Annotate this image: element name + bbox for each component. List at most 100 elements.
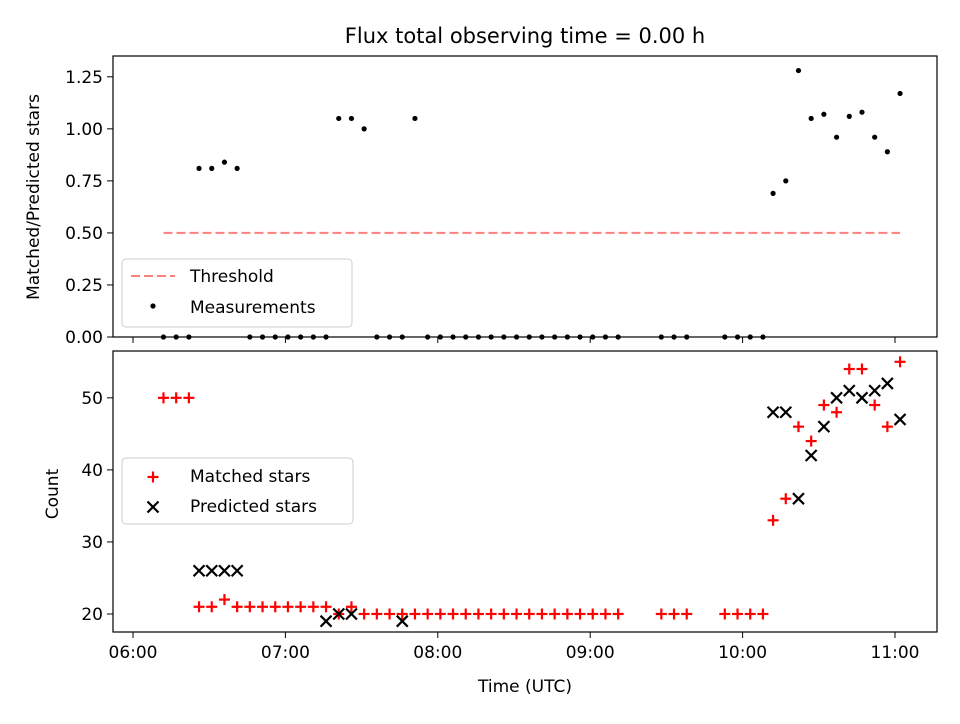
top-y-ticks: 0.00 0.25 0.50 0.75 1.00 1.25 — [65, 68, 113, 348]
legend-predicted-marker — [146, 500, 160, 514]
matched-star-point — [744, 608, 756, 620]
top-y-tick-label: 0.75 — [65, 172, 103, 192]
matched-star-point — [599, 608, 611, 620]
matched-star-point — [587, 608, 599, 620]
bottom-y-tick-label: 20 — [81, 605, 103, 625]
measurement-point — [234, 165, 240, 171]
predicted-star-point — [205, 564, 219, 578]
bottom-y-tick-label: 30 — [81, 533, 103, 553]
matched-star-point — [612, 608, 624, 620]
matched-star-point — [282, 601, 294, 613]
measurement-point — [221, 159, 228, 165]
measurement-point — [808, 115, 814, 122]
matched-star-point — [460, 608, 472, 620]
matched-star-point — [719, 608, 731, 620]
matched-stars-points — [157, 356, 906, 620]
matched-star-point — [206, 601, 218, 613]
matched-star-point — [231, 601, 243, 613]
measurement-point — [770, 190, 776, 196]
predicted-star-point — [881, 377, 894, 390]
predicted-star-point — [319, 614, 333, 628]
matched-star-point — [536, 608, 548, 620]
measurement-point — [859, 109, 865, 115]
top-y-tick-label: 1.25 — [65, 68, 103, 88]
measurement-point — [833, 134, 840, 140]
bottom-x-ticks: 06:00 07:00 08:00 09:00 10:00 11:00 — [109, 632, 920, 663]
predicted-star-point — [843, 384, 856, 397]
bottom-plot-frame — [112, 350, 938, 633]
predicted-stars-points — [192, 377, 907, 628]
measurement-point — [361, 126, 367, 132]
matched-star-point — [732, 608, 744, 620]
measurement-point — [795, 67, 802, 74]
top-chart-title: Flux total observing time = 0.00 h — [345, 24, 705, 48]
top-y-axis-label: Matched/Predicted stars — [24, 94, 44, 300]
measurement-point — [821, 111, 827, 117]
legend-threshold-label: Threshold — [189, 267, 274, 287]
matched-star-point — [358, 608, 370, 620]
matched-star-point — [767, 514, 779, 526]
measurement-point — [884, 149, 890, 155]
matched-star-point — [498, 608, 510, 620]
top-legend: Threshold Measurements — [121, 258, 353, 328]
measurement-point — [209, 165, 215, 171]
bottom-y-tick-label: 40 — [81, 461, 103, 481]
matched-star-point — [757, 608, 769, 620]
measurement-point — [348, 115, 355, 122]
legend-measurements-swatch — [150, 303, 156, 309]
matched-star-point — [894, 356, 906, 368]
x-tick-label: 06:00 — [109, 643, 158, 663]
matched-star-point — [320, 601, 332, 613]
predicted-star-point — [332, 607, 346, 621]
matched-star-point — [384, 608, 396, 620]
top-panel: Flux total observing time = 0.00 h Match… — [24, 24, 938, 348]
predicted-star-point — [395, 614, 409, 628]
matched-star-point — [193, 601, 205, 613]
legend-matched-marker — [147, 471, 159, 483]
bottom-panel: Count Time (UTC) 20 30 40 50 06:00 07:00 08:0… — [43, 350, 938, 697]
legend-predicted-label: Predicted stars — [190, 497, 317, 517]
matched-star-point — [244, 601, 256, 613]
x-tick-label: 07:00 — [261, 643, 310, 663]
matched-star-point — [422, 608, 434, 620]
legend-matched-label: Matched stars — [190, 467, 310, 487]
predicted-star-point — [830, 391, 843, 405]
matched-star-point — [792, 421, 804, 433]
legend-predicted-swatch — [146, 500, 160, 514]
measurement-point — [872, 134, 878, 140]
top-y-tick-label: 0.50 — [65, 224, 103, 244]
matched-star-point — [269, 601, 281, 613]
bottom-y-axis-label: Count — [43, 468, 63, 519]
top-x-ticks — [132, 337, 896, 343]
bottom-y-ticks: 20 30 40 50 — [81, 389, 113, 625]
matched-star-point — [396, 608, 408, 620]
legend-measurements-label: Measurements — [190, 298, 316, 318]
matched-star-point — [681, 608, 693, 620]
matched-star-point — [549, 608, 561, 620]
matched-star-point — [307, 601, 319, 613]
matched-star-point — [668, 608, 680, 620]
matched-star-point — [485, 608, 497, 620]
predicted-star-point — [218, 564, 231, 578]
x-tick-label: 08:00 — [413, 643, 462, 663]
top-y-tick-label: 0.00 — [65, 328, 103, 348]
bottom-legend-box — [121, 457, 354, 525]
top-legend-box — [121, 258, 353, 328]
matched-star-point — [881, 421, 893, 433]
x-axis-label: Time (UTC) — [477, 677, 572, 697]
matched-star-point — [472, 608, 484, 620]
matched-star-point — [856, 363, 868, 375]
predicted-star-point — [855, 391, 869, 405]
matched-star-point — [434, 608, 446, 620]
matched-star-point — [447, 608, 459, 620]
matched-star-point — [218, 594, 230, 606]
measurement-point — [897, 90, 903, 97]
measurement-point — [412, 115, 418, 122]
predicted-star-point — [192, 564, 206, 578]
bottom-legend: Matched stars Predicted stars — [121, 457, 354, 525]
matched-star-point — [409, 608, 421, 620]
matched-star-point — [345, 601, 357, 613]
x-tick-label: 11:00 — [871, 643, 920, 663]
